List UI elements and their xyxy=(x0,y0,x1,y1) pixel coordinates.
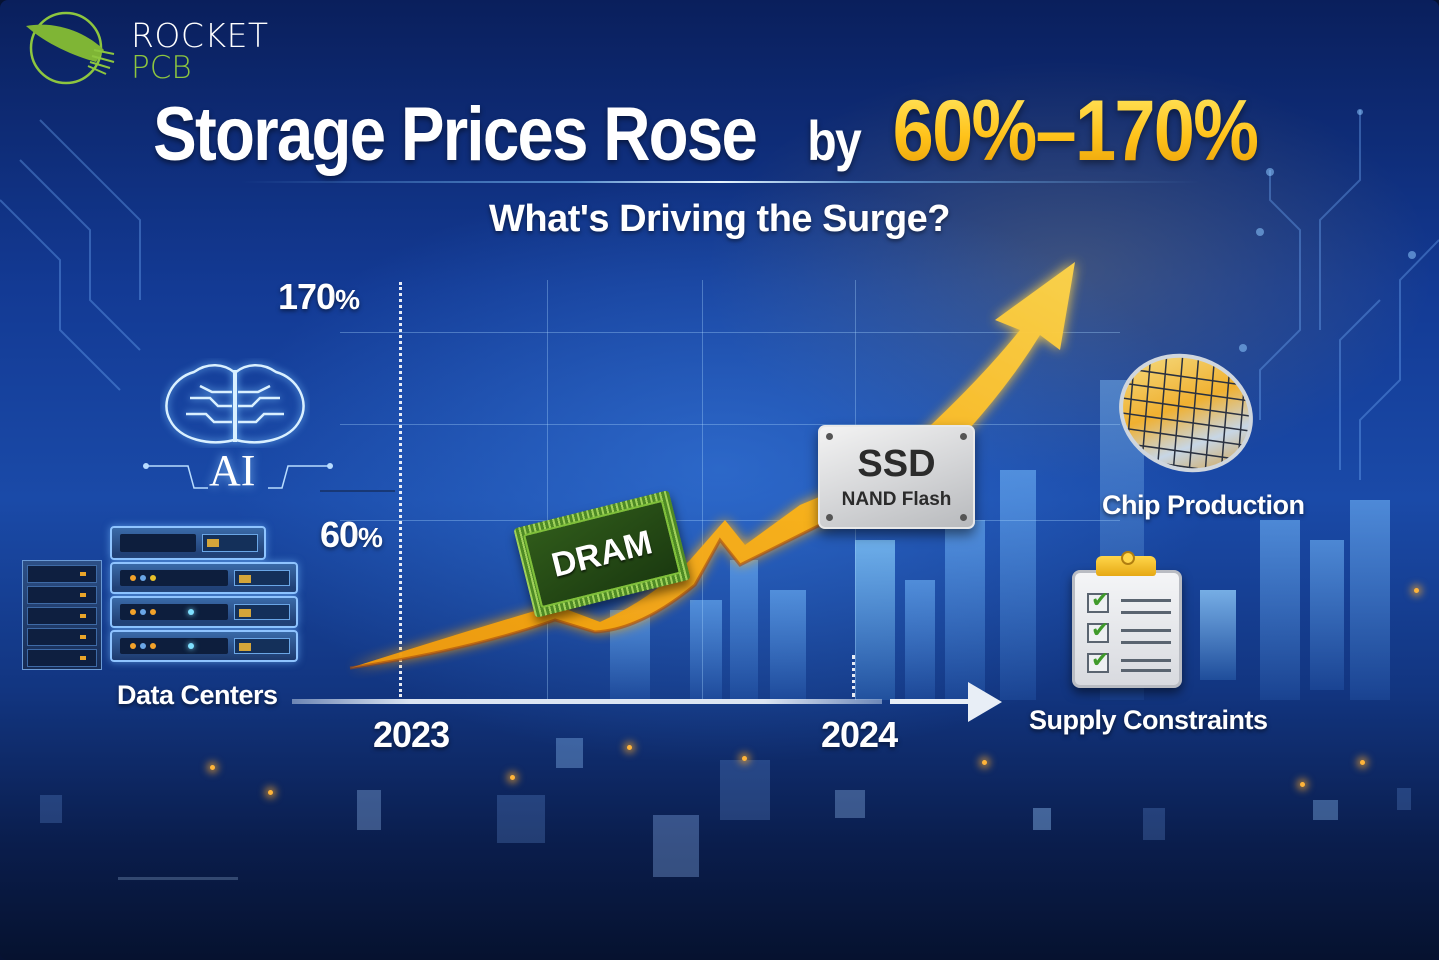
y-label-170: 170% xyxy=(278,276,360,317)
x-axis-line xyxy=(292,699,882,704)
subtitle: What's Driving the Surge? xyxy=(488,198,951,240)
clipboard-checklist-icon xyxy=(1072,570,1182,688)
x-label-2023: 2023 xyxy=(373,714,450,755)
title-divider xyxy=(240,181,1200,183)
ssd-subtitle: NAND Flash xyxy=(841,489,952,510)
ssd-title: SSD xyxy=(857,443,936,485)
page-title: Storage Prices Rose by 60%–170% xyxy=(0,82,1439,181)
dram-label: DRAM xyxy=(547,522,656,585)
x-label-2024: 2024 xyxy=(821,714,898,755)
y-axis-dotted-line xyxy=(399,282,402,697)
logo-text-pcb: PCB xyxy=(131,50,192,86)
title-range-highlight: 60%–170% xyxy=(892,83,1259,179)
silicon-wafer-icon xyxy=(1115,352,1257,474)
ssd-plate: SSD NAND Flash xyxy=(818,425,975,529)
clipboard-clip xyxy=(1096,551,1156,576)
x-axis-arrow-shaft xyxy=(890,699,968,704)
ai-label: AI xyxy=(209,446,256,495)
title-connector: by xyxy=(807,109,862,172)
x-tick-2024-dotted xyxy=(852,655,855,697)
title-main: Storage Prices Rose xyxy=(153,92,758,177)
rocketpcb-logo: ROCKET PCB xyxy=(18,6,288,86)
y-label-60: 60% xyxy=(320,514,383,555)
brain-circuit-icon xyxy=(165,364,305,444)
chip-production-label: Chip Production xyxy=(1102,490,1305,520)
logo-text-rocket: ROCKET xyxy=(131,16,269,55)
rocket-logo-icon xyxy=(26,11,115,85)
x-axis-arrow-head-icon xyxy=(968,682,1002,722)
data-centers-label: Data Centers xyxy=(117,680,278,710)
supply-constraints-label: Supply Constraints xyxy=(1029,705,1268,735)
ai-label-bracket xyxy=(143,463,333,489)
